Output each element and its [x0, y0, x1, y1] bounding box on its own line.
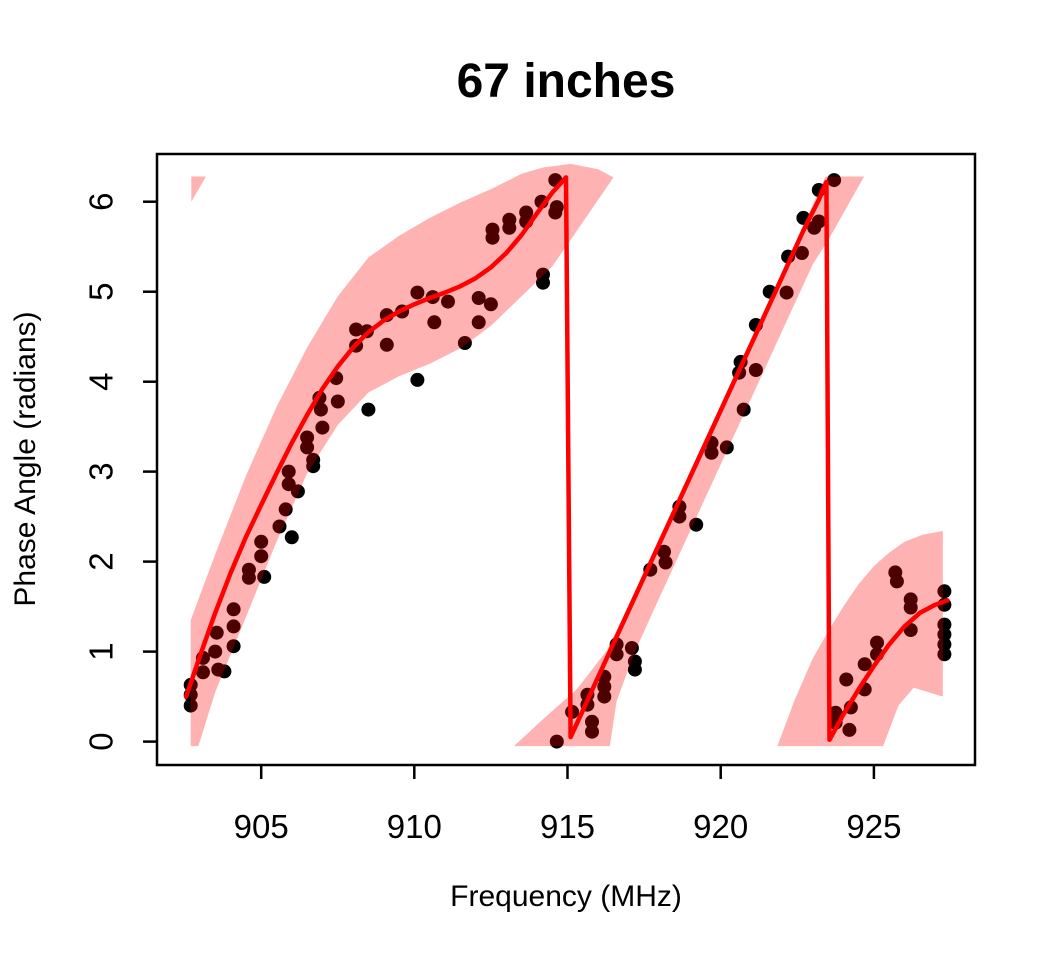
- data-point: [217, 664, 232, 679]
- data-point: [471, 291, 486, 305]
- data-point: [379, 337, 394, 352]
- data-point: [226, 619, 241, 634]
- y-tick-label: 0: [83, 732, 120, 750]
- data-point: [549, 734, 564, 749]
- data-point: [903, 600, 918, 615]
- data-point: [226, 602, 241, 617]
- data-point: [609, 647, 624, 662]
- data-point: [208, 644, 223, 659]
- data-point: [548, 205, 563, 220]
- y-tick-label: 3: [83, 462, 120, 480]
- data-point: [794, 246, 809, 260]
- data-point: [719, 440, 734, 455]
- x-tick-label: 920: [693, 808, 748, 845]
- data-point: [658, 555, 673, 570]
- confidence-band: [777, 531, 943, 747]
- data-point: [300, 440, 315, 455]
- y-tick-label: 5: [83, 283, 120, 301]
- data-point: [330, 394, 345, 409]
- data-point: [315, 420, 330, 435]
- data-point: [278, 502, 293, 517]
- data-point: [471, 315, 486, 330]
- confidence-band-layer: [190, 163, 943, 747]
- data-point: [937, 627, 952, 642]
- data-point: [441, 294, 455, 309]
- data-point: [349, 322, 364, 337]
- data-point: [257, 569, 272, 584]
- data-point: [272, 519, 287, 534]
- fit-line-layer: [183, 175, 950, 743]
- data-point: [427, 315, 442, 330]
- data-point: [281, 464, 296, 479]
- y-tick-label: 2: [83, 552, 120, 570]
- data-point: [870, 635, 884, 650]
- fit-line: [183, 175, 950, 743]
- confidence-band: [191, 176, 206, 202]
- data-point: [889, 574, 904, 589]
- data-point: [483, 297, 498, 312]
- data-point: [657, 544, 671, 559]
- data-point: [457, 336, 472, 350]
- data-point: [196, 665, 210, 680]
- data-point: [290, 484, 305, 499]
- y-tick-label: 4: [83, 373, 120, 391]
- data-point: [827, 173, 842, 188]
- y-tick-label: 1: [83, 642, 120, 660]
- data-point: [585, 724, 599, 739]
- data-point: [410, 372, 425, 387]
- x-axis-title: Frequency (MHz): [450, 880, 682, 913]
- x-tick-label: 910: [387, 808, 442, 845]
- data-point: [704, 445, 719, 460]
- data-point: [807, 220, 822, 235]
- data-point: [748, 363, 763, 377]
- data-point: [300, 430, 315, 445]
- data-point: [254, 549, 269, 564]
- data-point: [597, 679, 612, 694]
- x-tick-label: 905: [234, 808, 289, 845]
- data-point: [254, 534, 269, 549]
- y-axis-ticks: 0 1 2 3 4 5 6: [83, 193, 157, 751]
- data-point: [361, 402, 376, 417]
- data-point: [937, 647, 952, 662]
- data-point: [209, 625, 224, 640]
- data-point: [410, 285, 425, 300]
- data-point: [779, 285, 794, 300]
- data-point: [485, 230, 500, 245]
- data-point: [627, 662, 642, 677]
- data-point: [937, 617, 952, 632]
- x-tick-label: 925: [846, 808, 901, 845]
- data-point: [536, 275, 550, 290]
- confidence-band: [513, 176, 865, 747]
- data-point: [689, 517, 704, 532]
- x-tick-label: 915: [540, 808, 595, 845]
- y-axis-title: Phase Angle (radians): [9, 311, 42, 606]
- data-point: [284, 530, 299, 545]
- data-point: [857, 657, 872, 672]
- data-point: [624, 641, 639, 655]
- data-point: [828, 705, 843, 720]
- data-point: [585, 714, 599, 729]
- data-point: [937, 584, 952, 599]
- x-axis-ticks: 905 910 915 920 925: [234, 765, 901, 845]
- data-point: [842, 722, 857, 737]
- data-point: [306, 459, 321, 474]
- data-point: [502, 220, 517, 235]
- chart-title: 67 inches: [457, 55, 676, 108]
- confidence-band: [190, 163, 614, 747]
- data-point: [937, 637, 952, 652]
- data-point: [241, 570, 256, 585]
- y-tick-label: 6: [83, 193, 120, 211]
- data-point: [313, 402, 328, 417]
- data-point: [226, 639, 241, 654]
- data-point: [839, 672, 854, 687]
- data-point: [183, 698, 198, 713]
- data-point: [597, 689, 612, 704]
- plot-border: [155, 152, 977, 767]
- data-point: [736, 402, 751, 417]
